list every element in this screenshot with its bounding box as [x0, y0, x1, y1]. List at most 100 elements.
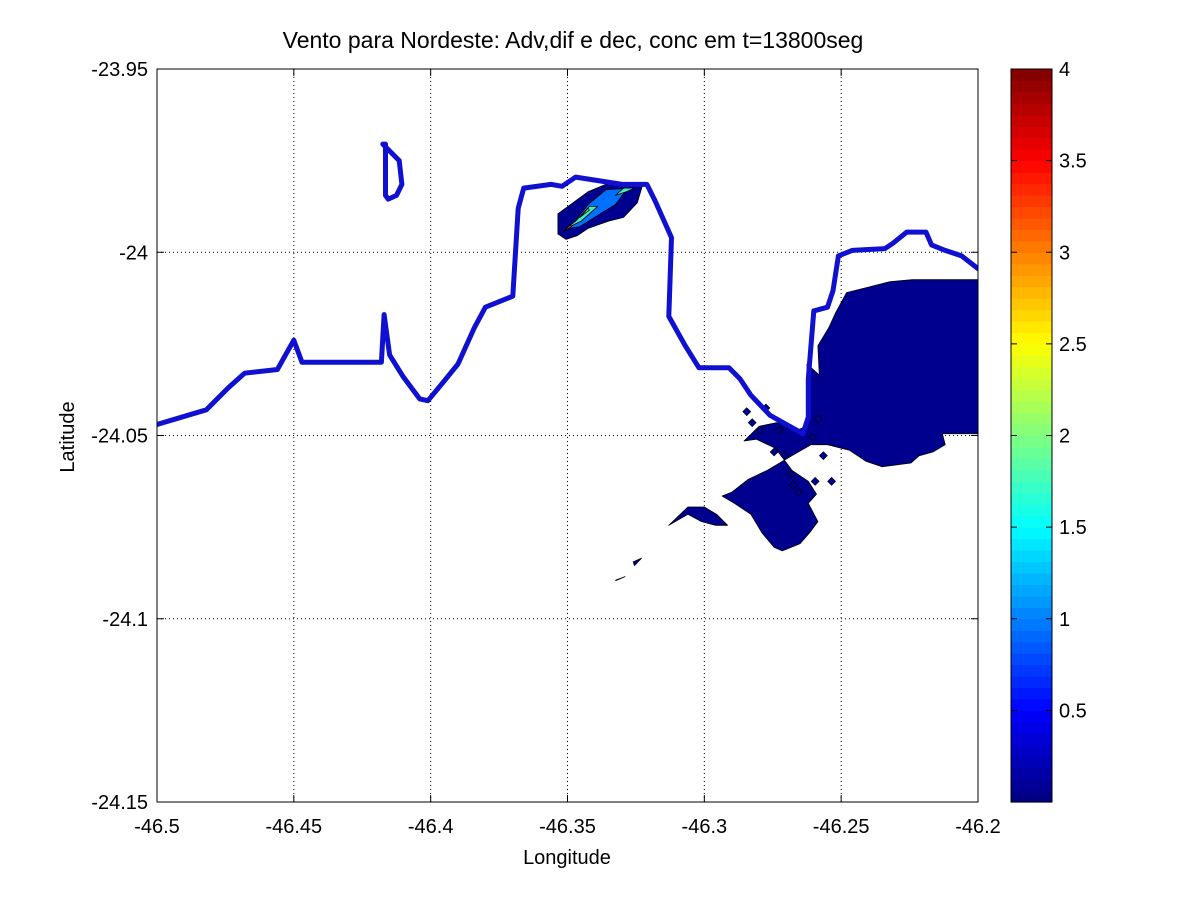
colorbar-tick-label: 3	[1059, 242, 1070, 264]
colorbar: 0.5 1 1.5 2 2.5 3 3.5 4	[1010, 59, 1087, 803]
colorbar-swatch	[1011, 733, 1052, 746]
x-tick-label: -46.3	[682, 816, 728, 838]
colorbar-tick-label: 0.5	[1059, 700, 1087, 722]
contour-speckle	[813, 414, 823, 424]
colorbar-swatch	[1011, 744, 1052, 757]
y-tick-label: -23.95	[91, 59, 148, 81]
contour-speckle	[794, 487, 804, 497]
colorbar-swatch	[1011, 80, 1052, 93]
colorbar-swatch	[1011, 149, 1052, 162]
contour-level-2-2	[579, 207, 590, 218]
contour-speckle	[756, 425, 765, 435]
colorbar-swatch	[1011, 103, 1052, 116]
colorbar-swatch	[1011, 412, 1052, 425]
colorbar-swatch	[1011, 366, 1052, 379]
colorbar-swatch	[1011, 584, 1052, 597]
colorbar-swatch	[1011, 492, 1052, 505]
x-axis-label: Longitude	[523, 847, 611, 869]
contour-level-1-6	[615, 187, 635, 196]
contour-speckle	[769, 447, 779, 457]
colorbar-swatch	[1011, 458, 1052, 471]
contour-level-1-6	[565, 205, 598, 229]
colorbar-swatch	[1011, 320, 1052, 334]
contour-speckle	[810, 476, 820, 486]
colorbar-swatch	[1011, 252, 1052, 265]
colorbar-swatch	[1011, 595, 1052, 608]
colorbar-swatch	[1011, 401, 1052, 414]
colorbar-swatch	[1011, 229, 1052, 242]
contour-speckle	[788, 480, 798, 490]
colorbar-swatch	[1011, 630, 1052, 643]
x-tick-label: -46.25	[813, 816, 870, 838]
colorbar-swatch	[1011, 309, 1052, 322]
contour-speckle	[818, 451, 828, 461]
colorbar-swatch	[1011, 527, 1052, 540]
colorbar-swatch	[1011, 378, 1052, 391]
colorbar-swatch	[1011, 756, 1052, 769]
colorbar-swatch	[1011, 561, 1052, 574]
colorbar-swatch	[1011, 298, 1052, 311]
y-tick-label: -24.1	[102, 609, 148, 631]
x-tick-label: -46.4	[408, 816, 454, 838]
colorbar-swatch	[1011, 607, 1052, 620]
colorbar-swatch	[1011, 504, 1052, 517]
chart-title: Vento para Nordeste: Adv,dif e dec, conc…	[283, 27, 864, 53]
colorbar-swatch	[1011, 275, 1052, 288]
y-axis-ticks: -23.95 -24 -24.05 -24.1 -24.15	[91, 59, 978, 814]
colorbar-swatch	[1011, 91, 1052, 104]
colorbar-swatch	[1011, 206, 1052, 219]
colorbar-swatch	[1011, 687, 1052, 700]
colorbar-swatch	[1011, 183, 1052, 196]
colorbar-swatch	[1011, 446, 1052, 460]
colorbar-swatch	[1011, 481, 1052, 494]
y-tick-label: -24.05	[91, 426, 148, 448]
colorbar-swatch	[1011, 653, 1052, 666]
colorbar-swatch	[1011, 160, 1052, 173]
x-tick-label: -46.35	[539, 816, 596, 838]
colorbar-swatch	[1011, 538, 1052, 551]
colorbar-swatch	[1011, 114, 1052, 127]
colorbar-swatch	[1011, 286, 1052, 299]
x-tick-label: -46.45	[265, 816, 322, 838]
colorbar-swatch	[1011, 355, 1052, 368]
colorbar-swatch	[1011, 721, 1052, 734]
colorbar-swatch	[1011, 240, 1052, 253]
colorbar-swatch	[1011, 515, 1052, 528]
colorbar-swatch	[1011, 664, 1052, 677]
colorbar-swatch	[1011, 790, 1052, 803]
x-tick-label: -46.5	[134, 816, 180, 838]
y-axis-label: Latitude	[57, 401, 79, 472]
colorbar-swatch	[1011, 550, 1052, 563]
colorbar-swatch	[1011, 343, 1052, 356]
colorbar-swatch	[1011, 435, 1052, 448]
colorbar-swatch	[1011, 698, 1052, 711]
contour-speckle	[775, 425, 785, 435]
colorbar-swatch	[1011, 710, 1052, 723]
contour-speckle	[827, 476, 837, 486]
colorbar-swatch	[1011, 194, 1052, 208]
y-tick-label: -24.15	[91, 792, 148, 814]
coastline-main	[157, 174, 978, 437]
colorbar-tick-label: 1.5	[1059, 517, 1087, 539]
contour-speckle	[742, 407, 752, 417]
colorbar-tick-label: 4	[1059, 59, 1070, 81]
colorbar-tick-label: 1	[1059, 609, 1070, 631]
contour-speckle	[808, 432, 817, 442]
colorbar-swatch	[1011, 676, 1052, 689]
colorbar-swatch	[1011, 424, 1052, 437]
x-tick-label: -46.2	[955, 816, 1001, 838]
contour-level-0-1	[668, 506, 728, 526]
colorbar-swatch	[1011, 137, 1052, 150]
colorbar-swatch	[1011, 618, 1052, 631]
colorbar-swatch	[1011, 572, 1052, 585]
contour-level-3-4	[563, 224, 572, 233]
colorbar-swatch	[1011, 469, 1052, 482]
x-axis-ticks: -46.5 -46.45 -46.4 -46.35 -46.3 -46.25 -46.2	[134, 69, 1001, 838]
colorbar-swatch	[1011, 69, 1052, 82]
coastline-layer	[157, 141, 978, 437]
y-tick-label: -24	[119, 242, 148, 264]
colorbar-swatch	[1011, 263, 1052, 276]
colorbar-swatch	[1011, 332, 1052, 345]
colorbar-tick-label: 3.5	[1059, 151, 1087, 173]
